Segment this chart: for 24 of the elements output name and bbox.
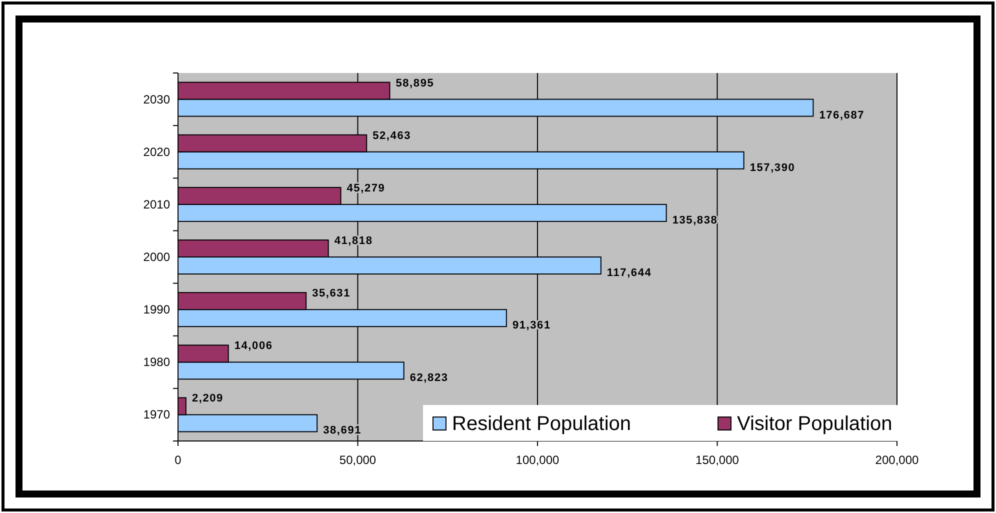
y-tick-label: 1980: [143, 355, 170, 370]
data-label: 52,463: [372, 130, 412, 142]
legend-label: Resident Population: [452, 413, 632, 435]
data-label: 35,631: [312, 288, 351, 300]
y-tick-label: 1970: [143, 408, 170, 422]
x-tick-label: 50,000: [339, 453, 376, 467]
x-tick-label: 200,000: [875, 453, 920, 467]
data-label: 2,209: [192, 392, 224, 405]
data-label: 62,823: [410, 372, 448, 384]
x-tick-label: 100,000: [516, 453, 560, 467]
y-tick-label: 1990: [143, 302, 170, 317]
y-tick-label: 2020: [143, 144, 170, 159]
data-label: 58,895: [396, 77, 434, 90]
data-label: 176,687: [819, 109, 865, 122]
data-label: 117,644: [606, 267, 652, 279]
data-label: 157,390: [750, 162, 796, 174]
y-tick-label: 2010: [143, 197, 170, 212]
y-tick-label: 2000: [143, 250, 170, 264]
legend-label: Visitor Population: [737, 413, 892, 435]
data-label: 135,838: [672, 214, 718, 226]
x-tick-label: 0: [174, 453, 182, 467]
y-tick-label: 2030: [143, 92, 170, 106]
x-tick-label: 150,000: [696, 453, 740, 467]
data-label: 14,006: [234, 340, 273, 352]
